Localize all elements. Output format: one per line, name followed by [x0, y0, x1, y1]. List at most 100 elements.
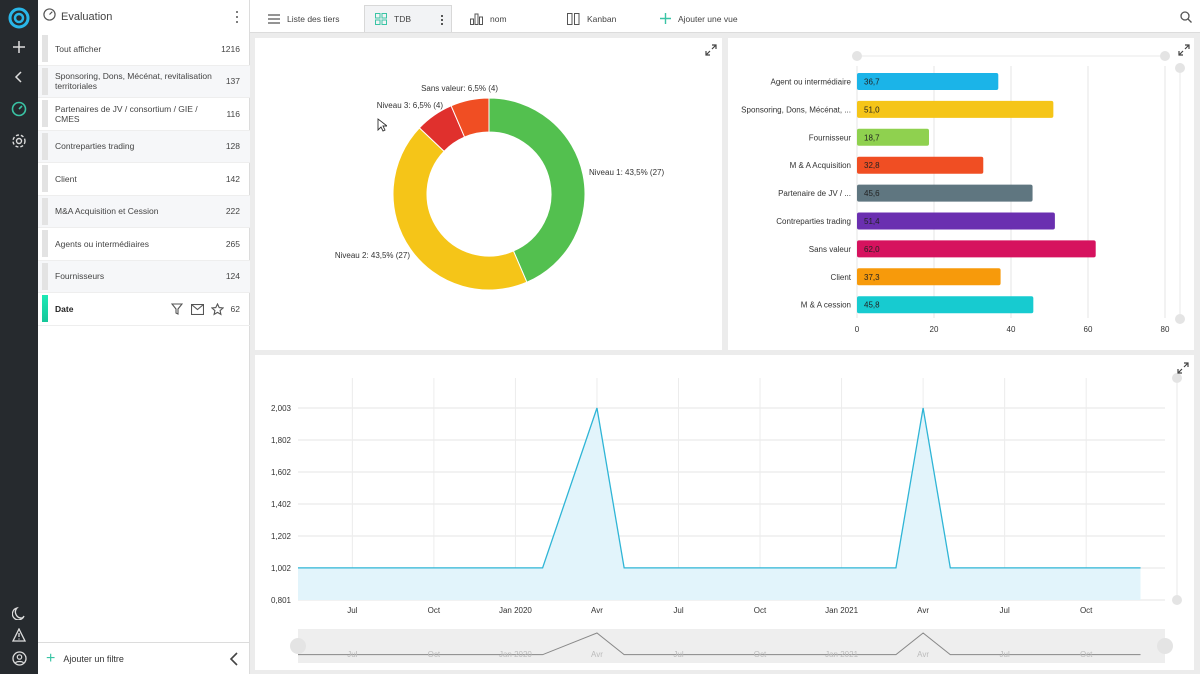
bar-value-label: 37,3 [864, 273, 880, 282]
navigator-tick-label: Jan 2020 [499, 650, 532, 659]
bar[interactable] [857, 156, 984, 174]
expand-icon[interactable] [705, 43, 717, 56]
mail-icon[interactable] [190, 302, 204, 316]
series-line[interactable] [298, 407, 1141, 569]
logo-icon[interactable] [5, 4, 33, 32]
bar[interactable] [857, 240, 1096, 258]
x-tick-label: 40 [1007, 325, 1016, 334]
y-tick-label: 2,003 [271, 404, 292, 413]
area-fill [298, 408, 1141, 600]
filter-item[interactable]: M&A Acquisition et Cession 222 [38, 195, 250, 228]
x-tick-label: 20 [930, 325, 939, 334]
y-tick-label: 1,402 [271, 500, 292, 509]
donut-slice[interactable] [392, 127, 528, 291]
navigator-handle[interactable] [290, 638, 306, 654]
chevron-left-icon[interactable] [5, 63, 33, 91]
zoom-handle[interactable] [1172, 595, 1182, 605]
bar-value-label: 32,8 [864, 161, 880, 170]
donut-chart-panel: Niveau 1: 43,5% (27) Niveau 2: 43,5% (27)… [255, 38, 722, 350]
donut-slice-label: Niveau 3: 6,5% (4) [377, 101, 444, 110]
category-label: Sponsoring, Dons, Mécénat, ... [741, 105, 851, 114]
bar[interactable] [857, 296, 1034, 314]
navigator-tick-label: Jul [347, 650, 357, 659]
tab-menu-icon[interactable] [441, 15, 445, 25]
plus-icon[interactable] [5, 33, 33, 61]
navigator-line [298, 632, 1141, 656]
kanban-icon [567, 12, 580, 25]
collapse-sidebar-icon[interactable] [224, 649, 244, 669]
filter-color-bar [42, 132, 48, 160]
tab-nom[interactable]: nom [470, 5, 507, 32]
tab-liste-des-tiers[interactable]: Liste des tiers [268, 5, 339, 32]
bar[interactable] [857, 184, 1033, 202]
bar[interactable] [857, 212, 1055, 230]
warning-icon[interactable] [5, 621, 33, 649]
filter-item[interactable]: Contreparties trading 128 [38, 130, 250, 163]
bar-value-label: 45,8 [864, 301, 880, 310]
filter-item[interactable]: Partenaires de JV / consortium / GIE / C… [38, 98, 250, 131]
add-view-button[interactable]: Ajouter une vue [660, 5, 738, 32]
zoom-handle[interactable] [1175, 314, 1185, 324]
filter-count: 265 [225, 238, 240, 249]
filter-count: 128 [225, 141, 240, 152]
donut-chart: Niveau 1: 43,5% (27) Niveau 2: 43,5% (27)… [335, 84, 664, 291]
filter-item[interactable]: Client 142 [38, 163, 250, 196]
x-tick-label: Oct [1080, 606, 1093, 615]
bar[interactable] [857, 73, 999, 90]
x-tick-label: Avr [591, 606, 603, 615]
bar[interactable] [857, 100, 1054, 118]
x-tick-label: Jul [347, 606, 357, 615]
navigator-tick-label: Jul [1000, 650, 1010, 659]
filter-color-bar [42, 295, 48, 322]
sidebar-header: Evaluation [38, 0, 250, 33]
area-chart-panel: 2,003 1,802 1,602 1,402 1,202 1,002 0,801 Jul Oc… [255, 355, 1194, 670]
bar-value-label: 36,7 [864, 78, 880, 87]
range-navigator[interactable] [298, 629, 1165, 663]
filter-item[interactable]: Fournisseurs 124 [38, 260, 250, 293]
list-icon [268, 13, 280, 24]
navigator-tick-label: Oct [754, 650, 767, 659]
bar[interactable] [857, 128, 929, 146]
gear-icon[interactable] [5, 127, 33, 155]
zoom-handle[interactable] [1175, 63, 1185, 73]
area-chart: 2,003 1,802 1,602 1,402 1,202 1,002 0,801 Jul Oc… [271, 373, 1182, 663]
x-tick-label: 0 [855, 325, 860, 334]
moon-icon[interactable] [5, 599, 33, 627]
filter-label: Fournisseurs [55, 271, 105, 282]
category-label: Sans valeur [809, 245, 852, 254]
mouse-cursor-icon [377, 118, 389, 137]
filter-color-bar [42, 67, 48, 95]
bar-chart-icon [470, 13, 483, 25]
zoom-handle[interactable] [1160, 51, 1170, 61]
filter-label: Tout afficher [55, 43, 102, 54]
bar-value-label: 51,4 [864, 217, 880, 226]
donut-slice[interactable] [488, 97, 586, 283]
expand-icon[interactable] [1177, 361, 1189, 374]
sidebar-menu-icon[interactable] [232, 9, 242, 25]
search-icon[interactable] [1180, 10, 1194, 24]
star-icon[interactable] [210, 302, 224, 316]
filter-item[interactable]: Tout afficher 1216 [38, 33, 250, 66]
category-label: Agent ou intermédiaire [771, 78, 852, 87]
dashboard-icon[interactable] [5, 95, 33, 123]
filter-item[interactable]: Sponsoring, Dons, Mécénat, revitalisatio… [38, 65, 250, 98]
zoom-handle[interactable] [852, 51, 862, 61]
tab-label: TDB [394, 14, 411, 24]
filter-item[interactable]: Date 62 [38, 293, 250, 326]
filter-funnel-icon[interactable] [170, 302, 184, 316]
filter-actions [170, 302, 224, 316]
donut-slice[interactable] [450, 97, 490, 138]
tab-kanban[interactable]: Kanban [567, 5, 616, 32]
tab-tdb[interactable]: TDB [364, 5, 452, 32]
filter-label: Partenaires de JV / consortium / GIE / C… [55, 103, 198, 124]
bar[interactable] [857, 268, 1001, 286]
bar-chart-panel: 0 20 40 60 80 Agent ou intermédiaire 36,7 Spons… [728, 38, 1194, 350]
user-icon[interactable] [5, 644, 33, 672]
donut-slice-label: Niveau 1: 43,5% (27) [589, 168, 664, 177]
evaluation-icon [43, 7, 56, 26]
expand-icon[interactable] [1178, 43, 1190, 56]
filter-item[interactable]: Agents ou intermédiaires 265 [38, 228, 250, 261]
add-filter-button[interactable]: + Ajouter un filtre [46, 650, 124, 667]
zoom-handle[interactable] [1172, 373, 1182, 383]
navigator-handle[interactable] [1157, 638, 1173, 654]
